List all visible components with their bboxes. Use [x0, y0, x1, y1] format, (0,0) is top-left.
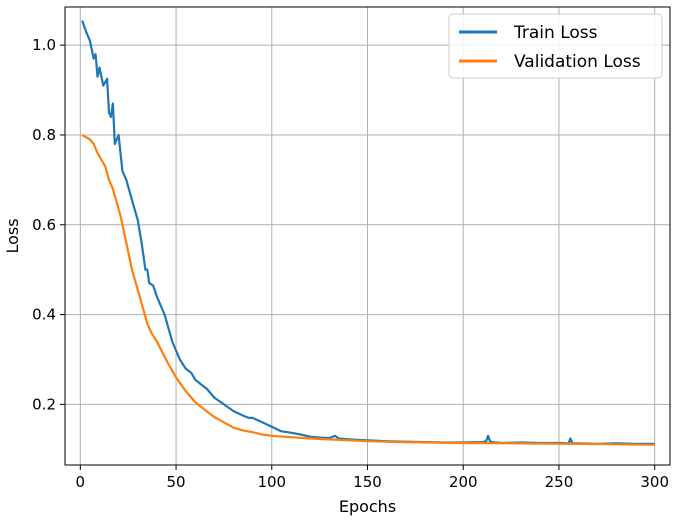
y-tick-label: 0.8 — [32, 126, 56, 144]
x-tick-label: 200 — [449, 473, 478, 491]
x-tick-label: 250 — [545, 473, 574, 491]
chart-legend: Train Loss Validation Loss — [448, 13, 663, 79]
y-tick-label: 0.6 — [32, 216, 56, 234]
legend-label-train-loss: Train Loss — [513, 23, 598, 43]
x-tick-label: 50 — [166, 473, 185, 491]
y-tick-label: 0.2 — [32, 395, 56, 413]
series-lines — [81, 20, 655, 446]
y-tick-label: 1.0 — [32, 36, 56, 54]
x-tick-label: 0 — [76, 473, 86, 491]
x-tick-label: 150 — [353, 473, 382, 491]
axis-ticks: 0 50 100 150 200 250 300 0.2 0.4 0.6 0.8 1.0 — [32, 36, 669, 491]
legend-box — [448, 13, 663, 79]
y-axis-label: Loss — [3, 218, 22, 253]
x-tick-label: 100 — [257, 473, 286, 491]
x-axis-label: Epochs — [339, 497, 396, 516]
series-line-validation-loss — [81, 134, 655, 446]
grid-lines — [65, 7, 670, 465]
x-tick-label: 300 — [640, 473, 669, 491]
legend-label-validation-loss: Validation Loss — [514, 52, 641, 72]
series-line-train-loss — [81, 20, 655, 445]
y-tick-label: 0.4 — [32, 306, 56, 324]
